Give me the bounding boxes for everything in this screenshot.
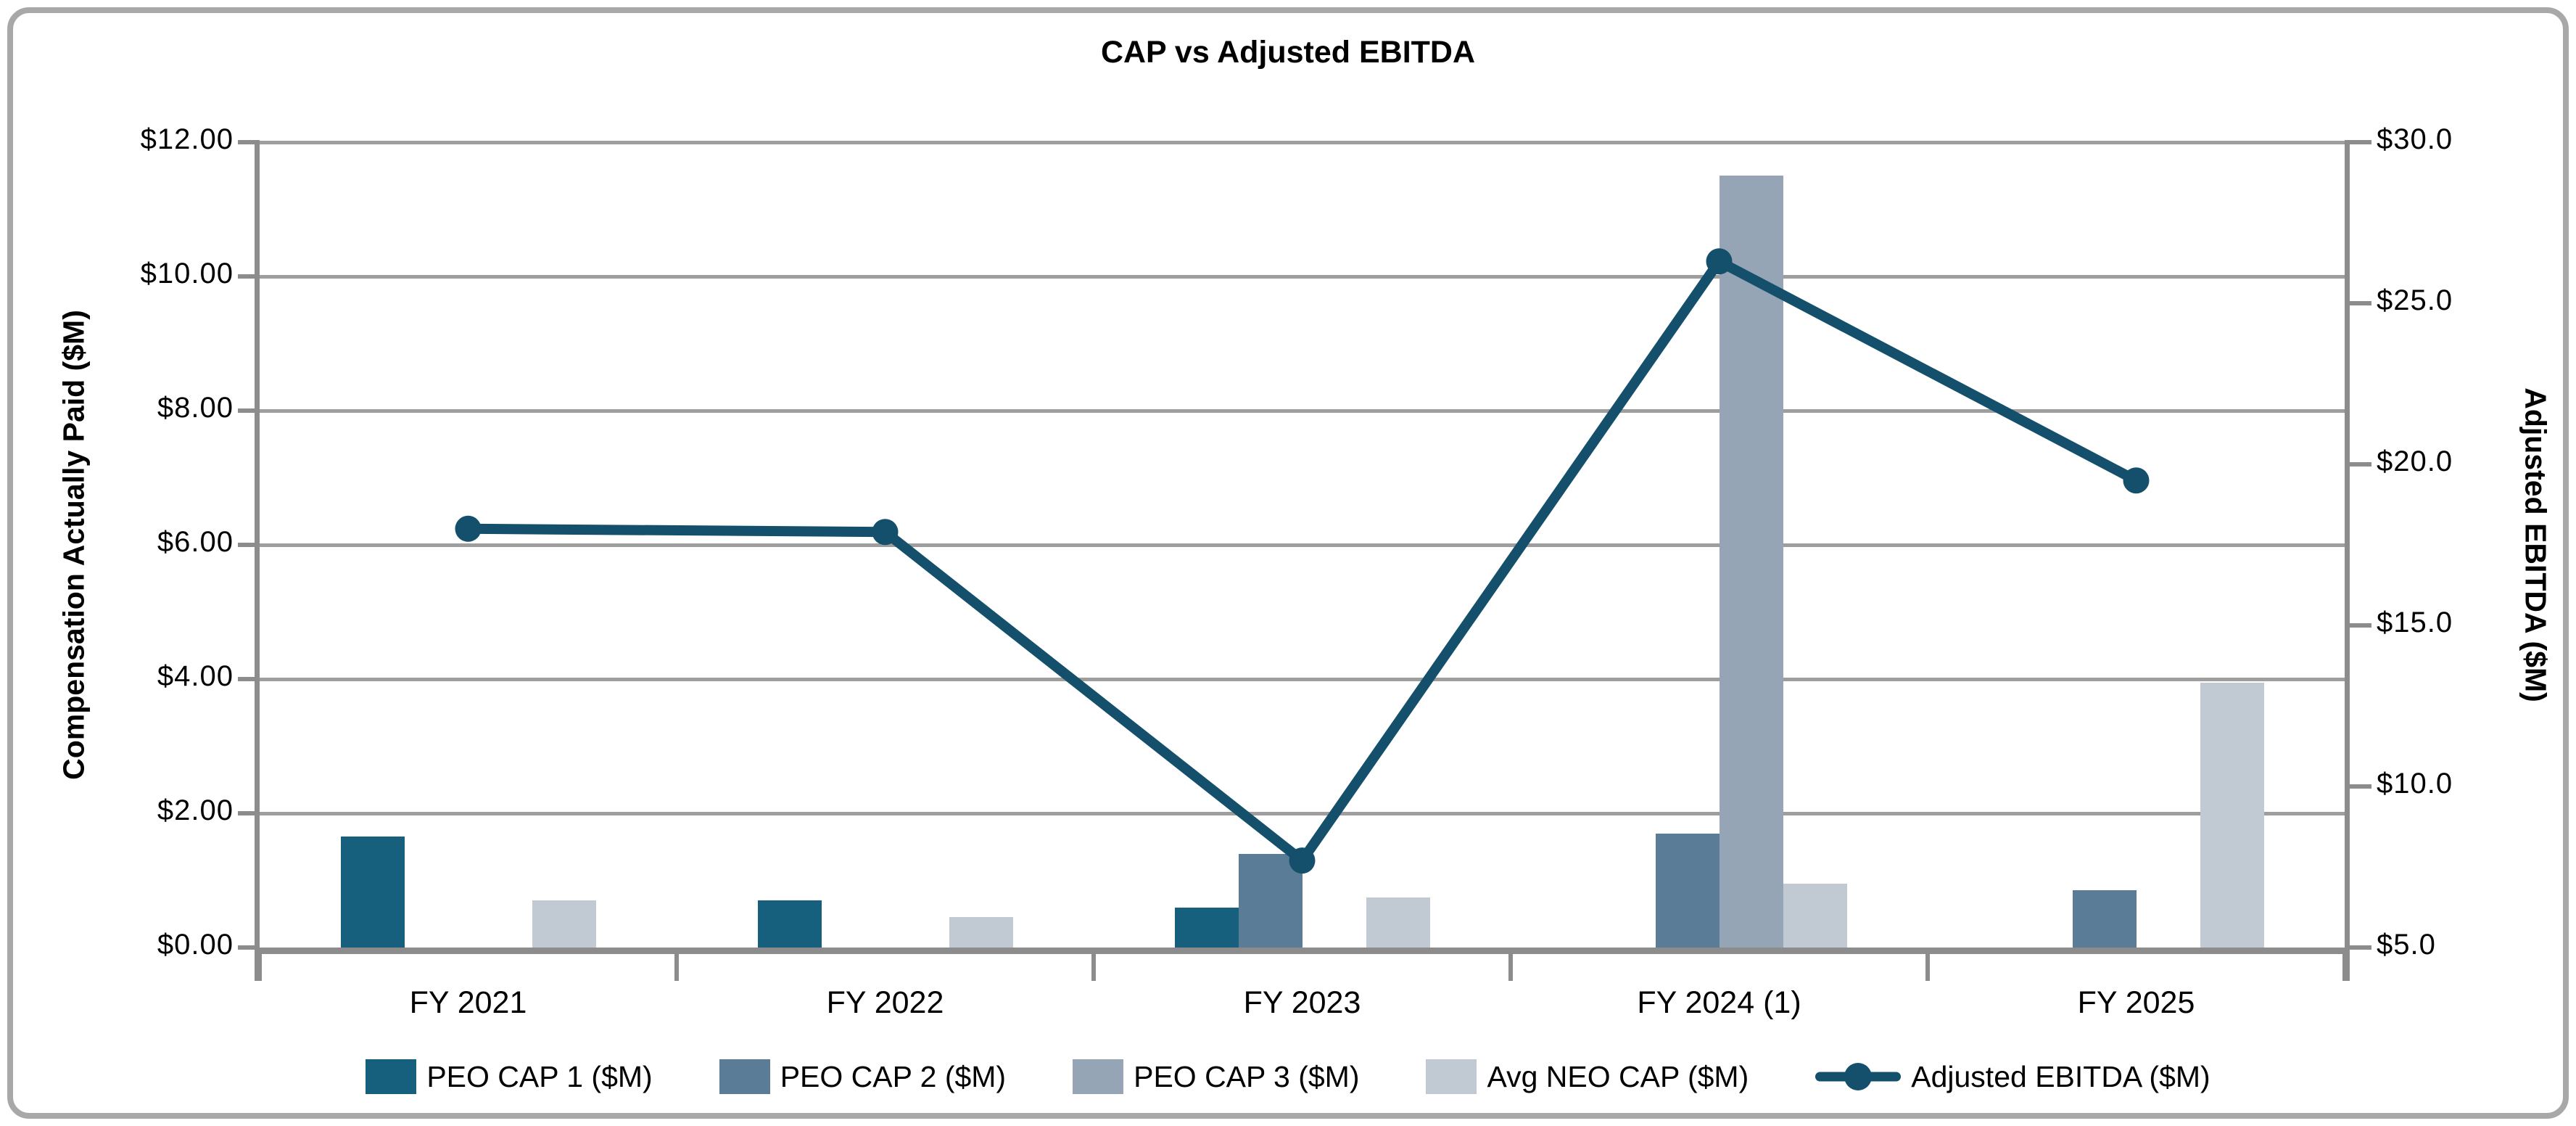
legend-line-marker-icon xyxy=(1815,1059,1902,1094)
x-axis-boundary-tick-4 xyxy=(1925,948,1930,981)
left-axis-tick-10 xyxy=(238,274,260,279)
legend-swatch-icon xyxy=(719,1059,770,1094)
legend-item-adjusted-ebitda-m: Adjusted EBITDA ($M) xyxy=(1815,1059,2210,1094)
x-axis-label-fy-2022: FY 2022 xyxy=(826,985,944,1020)
x-axis-boundary-tick-2 xyxy=(1091,948,1096,981)
gridline-6 xyxy=(260,543,2345,547)
left-axis-tick-4 xyxy=(238,677,260,681)
right-axis-line xyxy=(2345,142,2350,981)
x-axis-line xyxy=(255,948,2350,954)
left-axis-tick-6 xyxy=(238,543,260,547)
right-axis-tick-10 xyxy=(2345,784,2371,789)
left-axis-title: Compensation Actually Paid ($M) xyxy=(57,310,91,780)
left-axis-tick-label: $8.00 xyxy=(157,392,234,424)
bar-peo-cap-3-m-fy-2024-1 xyxy=(1719,176,1783,948)
right-axis-tick-label: $20.0 xyxy=(2377,445,2453,477)
x-axis-boundary-tick-5 xyxy=(2342,948,2347,981)
chart-figure: CAP vs Adjusted EBITDA Compensation Actu… xyxy=(7,7,2569,1119)
left-axis-tick-label: $6.00 xyxy=(157,526,234,558)
left-axis-tick-8 xyxy=(238,408,260,413)
x-axis-boundary-tick-3 xyxy=(1508,948,1513,981)
legend-swatch-icon xyxy=(366,1059,417,1094)
right-axis-tick-5 xyxy=(2345,945,2371,950)
gridline-8 xyxy=(260,408,2345,413)
right-axis-tick-label: $10.0 xyxy=(2377,768,2453,800)
x-axis-label-fy-2024-1: FY 2024 (1) xyxy=(1637,985,1801,1020)
line-path xyxy=(463,256,2142,866)
left-axis-tick-label: $0.00 xyxy=(157,929,234,961)
gridline-2 xyxy=(260,811,2345,815)
bar-avg-neo-cap-m-fy-2025 xyxy=(2200,682,2264,948)
line-marker-fy-2021 xyxy=(455,515,482,542)
left-axis-tick-label: $2.00 xyxy=(157,794,234,826)
right-axis-tick-label: $30.0 xyxy=(2377,123,2453,155)
left-axis-tick-2 xyxy=(238,811,260,815)
bar-avg-neo-cap-m-fy-2024-1 xyxy=(1783,884,1847,948)
chart-title: CAP vs Adjusted EBITDA xyxy=(1100,35,1476,70)
legend-label: PEO CAP 3 ($M) xyxy=(1134,1059,1360,1093)
left-axis-tick-label: $12.00 xyxy=(140,123,234,155)
x-axis-boundary-tick-0 xyxy=(257,948,262,981)
bar-peo-cap-2-m-fy-2024-1 xyxy=(1655,833,1720,948)
bar-avg-neo-cap-m-fy-2023 xyxy=(1366,897,1430,948)
right-axis-tick-15 xyxy=(2345,623,2371,628)
x-axis-label-fy-2025: FY 2025 xyxy=(2077,985,2195,1020)
line-marker-fy-2024-1 xyxy=(1706,248,1733,275)
x-axis-label-fy-2021: FY 2021 xyxy=(409,985,527,1020)
bar-peo-cap-1-m-fy-2022 xyxy=(757,900,822,948)
bar-avg-neo-cap-m-fy-2022 xyxy=(949,917,1013,948)
line-marker-fy-2025 xyxy=(2123,467,2150,494)
bar-peo-cap-1-m-fy-2023 xyxy=(1174,907,1239,948)
legend-swatch-icon xyxy=(1426,1059,1477,1094)
gridline-10 xyxy=(260,274,2345,279)
left-axis-tick-label: $4.00 xyxy=(157,660,234,692)
right-axis-tick-20 xyxy=(2345,462,2371,467)
gridline-12 xyxy=(260,140,2345,144)
bar-avg-neo-cap-m-fy-2021 xyxy=(532,900,596,948)
right-axis-title: Adjusted EBITDA ($M) xyxy=(2519,387,2553,702)
right-axis-tick-30 xyxy=(2345,140,2371,144)
bar-peo-cap-2-m-fy-2025 xyxy=(2072,890,2137,948)
legend-swatch-icon xyxy=(1073,1059,1124,1094)
bar-peo-cap-2-m-fy-2023 xyxy=(1238,853,1303,948)
legend-label: PEO CAP 1 ($M) xyxy=(426,1059,653,1093)
bar-peo-cap-1-m-fy-2021 xyxy=(340,837,405,948)
line-marker-fy-2022 xyxy=(872,519,899,546)
plot-area: $12.00 $10.00 $8.00 $6.00 $4.00 $2.00 $0.00 $30… xyxy=(141,123,2452,1020)
left-axis-line xyxy=(255,142,260,981)
series-line-adjusted-ebitda-m xyxy=(455,248,2150,874)
left-axis-tick-label: $10.00 xyxy=(140,258,234,289)
legend-label: Avg NEO CAP ($M) xyxy=(1487,1059,1749,1093)
gridline-4 xyxy=(260,677,2345,681)
legend-item-avg-neo-cap-m: Avg NEO CAP ($M) xyxy=(1426,1059,1749,1094)
legend: PEO CAP 1 ($M) PEO CAP 2 ($M) PEO CAP 3 ($… xyxy=(13,1059,2563,1094)
left-axis-tick-12 xyxy=(238,140,260,144)
legend-item-peo-cap-1-m: PEO CAP 1 ($M) xyxy=(366,1059,653,1094)
left-axis-tick-0 xyxy=(238,945,260,950)
x-axis-boundary-tick-1 xyxy=(674,948,679,981)
legend-line-dot xyxy=(1844,1063,1873,1090)
x-axis-label-fy-2023: FY 2023 xyxy=(1243,985,1361,1020)
right-axis-tick-label: $15.0 xyxy=(2377,607,2453,638)
right-axis-tick-label: $25.0 xyxy=(2377,284,2453,316)
legend-item-peo-cap-2-m: PEO CAP 2 ($M) xyxy=(719,1059,1006,1094)
right-axis-tick-25 xyxy=(2345,301,2371,305)
legend-item-peo-cap-3-m: PEO CAP 3 ($M) xyxy=(1073,1059,1359,1094)
legend-label: PEO CAP 2 ($M) xyxy=(780,1059,1007,1093)
legend-label: Adjusted EBITDA ($M) xyxy=(1911,1059,2210,1093)
right-axis-tick-label: $5.0 xyxy=(2377,929,2436,961)
line-marker-fy-2023 xyxy=(1289,847,1316,874)
